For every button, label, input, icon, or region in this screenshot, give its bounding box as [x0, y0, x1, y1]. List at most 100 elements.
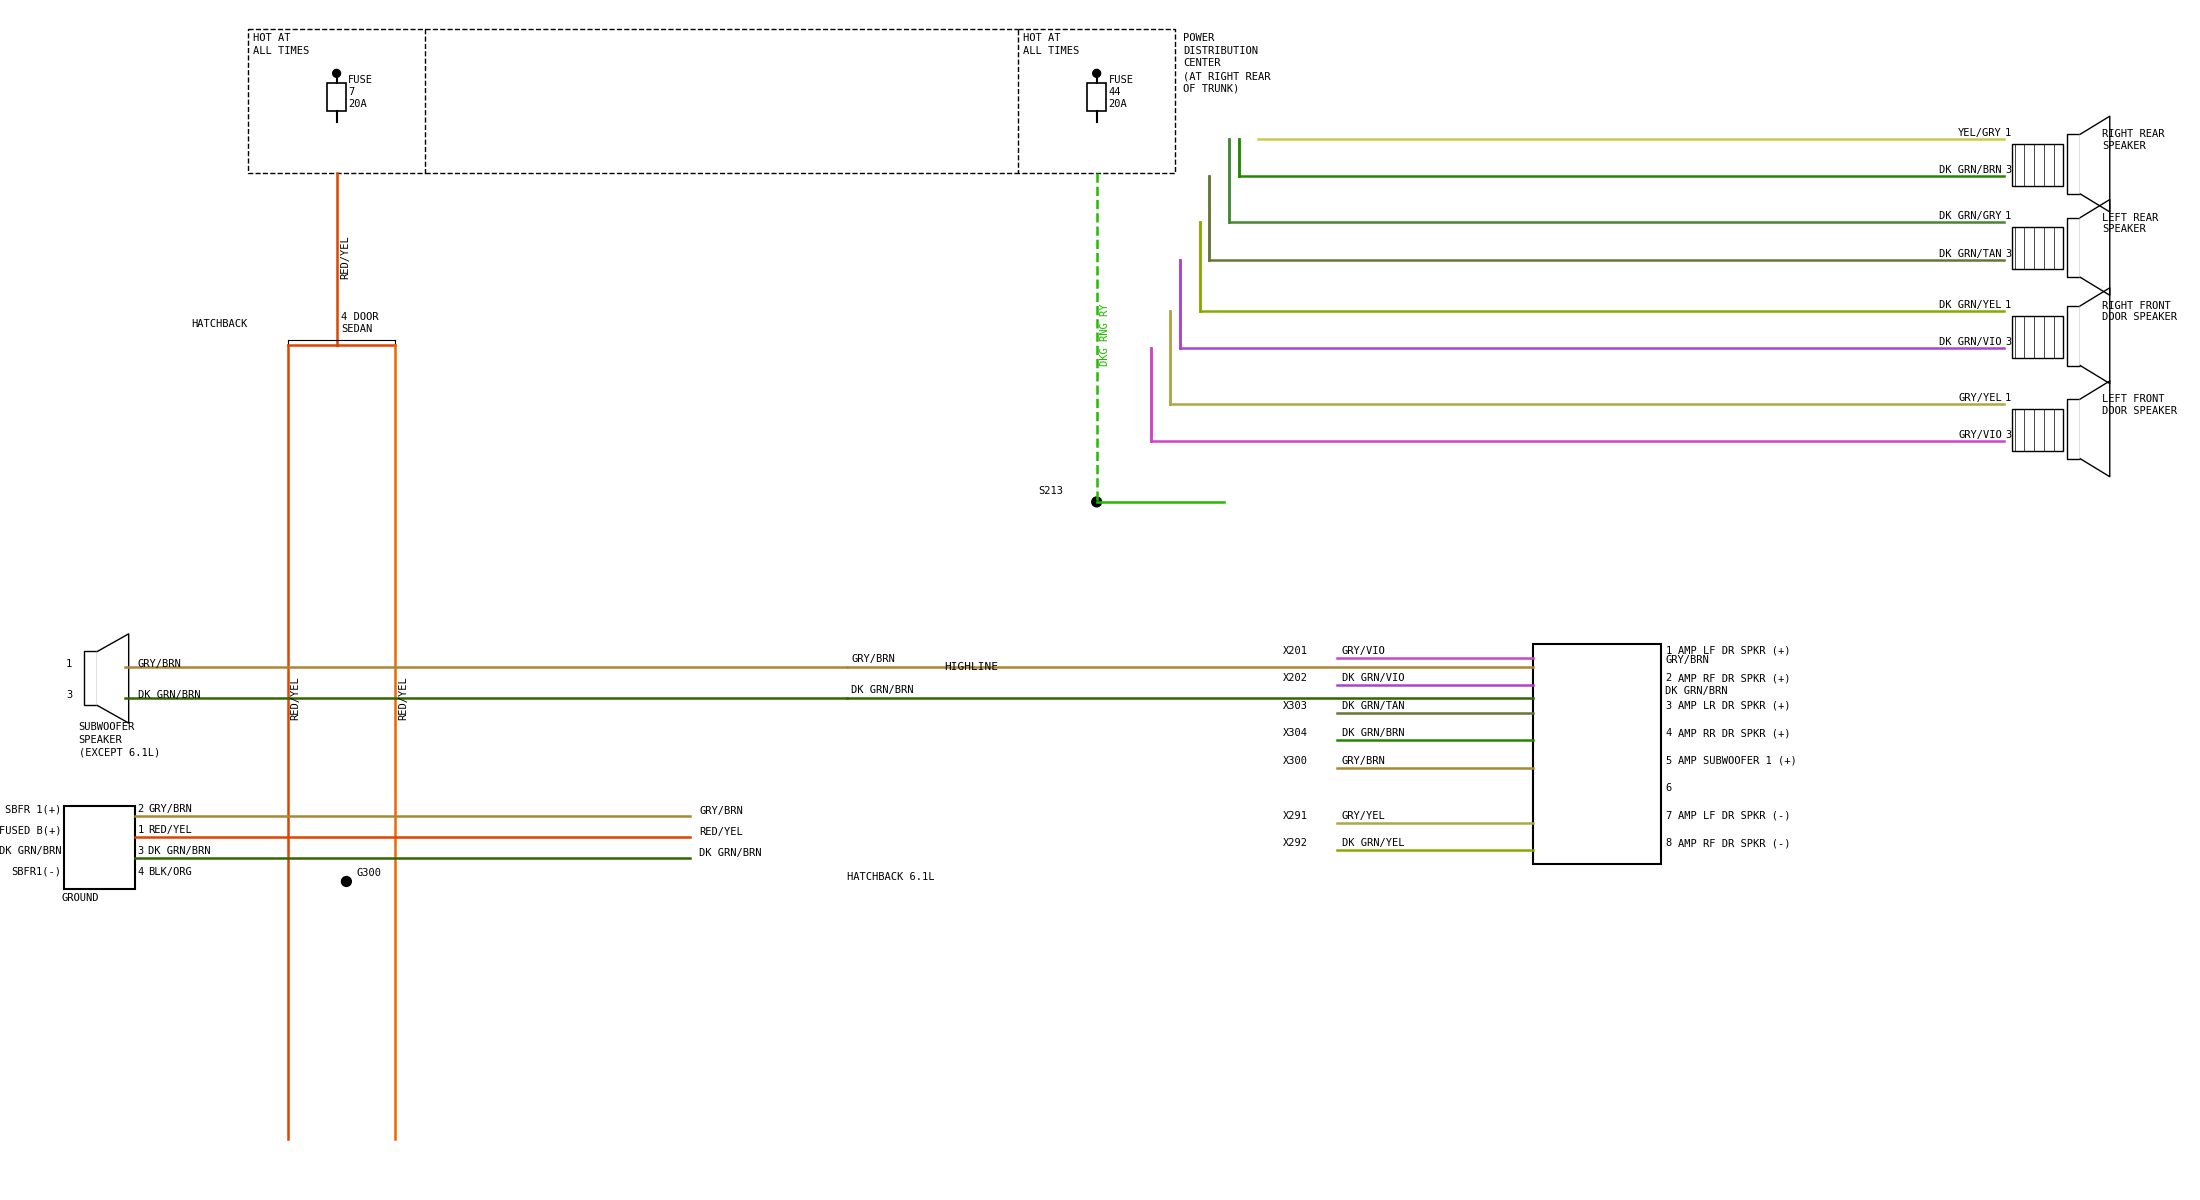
Text: X300: X300 [1283, 756, 1309, 766]
Bar [2011, 227, 2064, 270]
Text: HOT AT: HOT AT [253, 32, 290, 43]
Bar [2011, 144, 2064, 186]
Text: POWER: POWER [1184, 32, 1214, 43]
Text: DK GRN/BRN: DK GRN/BRN [700, 848, 761, 858]
Text: SUBWOOFER: SUBWOOFER [79, 722, 134, 732]
Text: GRY/BRN: GRY/BRN [147, 804, 191, 815]
Bar [2066, 134, 2081, 194]
Text: GRY/BRN: GRY/BRN [700, 806, 744, 816]
Text: 4 DOOR: 4 DOOR [341, 312, 378, 322]
Bar [2011, 316, 2064, 358]
Text: GRY/BRN: GRY/BRN [851, 654, 895, 664]
Text: 1: 1 [2004, 128, 2011, 138]
Text: DK GRN/BRN: DK GRN/BRN [0, 846, 62, 856]
Text: DK GRN/GRY: DK GRN/GRY [1940, 211, 2002, 222]
Text: LEFT REAR
SPEAKER: LEFT REAR SPEAKER [2101, 212, 2158, 234]
Text: 3: 3 [2004, 337, 2011, 347]
Text: BLK/ORG: BLK/ORG [147, 866, 191, 877]
Text: SPEAKER: SPEAKER [79, 734, 123, 745]
Text: RIGHT REAR
SPEAKER: RIGHT REAR SPEAKER [2101, 130, 2165, 151]
Text: AMP LF DR SPKR (-): AMP LF DR SPKR (-) [1679, 811, 1791, 821]
Text: FUSED B(+): FUSED B(+) [0, 826, 62, 835]
Bar [2066, 217, 2081, 277]
Text: AMP RF DR SPKR (+): AMP RF DR SPKR (+) [1679, 673, 1791, 684]
Text: ALL TIMES: ALL TIMES [253, 46, 310, 55]
Text: X291: X291 [1283, 811, 1309, 821]
Text: FUSE: FUSE [1109, 76, 1133, 85]
Text: DK GRN/BRN: DK GRN/BRN [1940, 166, 2002, 175]
Text: GROUND: GROUND [62, 893, 99, 904]
Text: GRY/VIO: GRY/VIO [1958, 430, 2002, 440]
Bar [84, 652, 97, 706]
Bar [1087, 83, 1107, 110]
Polygon shape [2081, 288, 2110, 384]
Text: SBFR 1(+): SBFR 1(+) [4, 804, 62, 815]
Text: GRY/YEL: GRY/YEL [1958, 392, 2002, 403]
Text: RED/YEL: RED/YEL [147, 826, 191, 835]
Text: GRY/BRN: GRY/BRN [1665, 655, 1709, 665]
Text: G300: G300 [356, 868, 381, 877]
Polygon shape [97, 634, 128, 724]
Bar [2011, 409, 2064, 451]
Circle shape [341, 876, 352, 887]
Text: DK GRN/TAN: DK GRN/TAN [1342, 701, 1404, 710]
Text: X304: X304 [1283, 728, 1309, 738]
Text: YEL/GRY: YEL/GRY [1958, 128, 2002, 138]
Text: OF TRUNK): OF TRUNK) [1184, 84, 1239, 94]
Bar [2066, 306, 2081, 366]
Polygon shape [2081, 382, 2110, 476]
Text: 1: 1 [66, 659, 73, 668]
Text: (AT RIGHT REAR: (AT RIGHT REAR [1184, 71, 1269, 82]
Text: 6: 6 [1665, 784, 1672, 793]
Circle shape [332, 70, 341, 77]
Text: 1: 1 [2004, 300, 2011, 310]
Text: 5: 5 [1665, 756, 1672, 766]
Polygon shape [2081, 116, 2110, 212]
Text: SBFR1(-): SBFR1(-) [11, 866, 62, 877]
Text: RIGHT FRONT
DOOR SPEAKER: RIGHT FRONT DOOR SPEAKER [2101, 301, 2178, 323]
Bar [64, 806, 134, 889]
Text: 7: 7 [1665, 811, 1672, 821]
Text: DK GRN/BRN: DK GRN/BRN [147, 846, 211, 856]
Bar [328, 83, 345, 110]
Text: LEFT FRONT
DOOR SPEAKER: LEFT FRONT DOOR SPEAKER [2101, 394, 2178, 415]
Text: RED/YEL: RED/YEL [341, 235, 350, 278]
Text: 1: 1 [139, 826, 143, 835]
Text: 20A: 20A [348, 98, 367, 109]
Circle shape [1093, 70, 1100, 77]
Text: AMP LR DR SPKR (+): AMP LR DR SPKR (+) [1679, 701, 1791, 710]
Text: GRY/YEL: GRY/YEL [1342, 811, 1386, 821]
Text: 3: 3 [2004, 430, 2011, 440]
Text: 3: 3 [139, 846, 143, 856]
Text: DK GRN/TAN: DK GRN/TAN [1940, 248, 2002, 259]
Text: GRY/VIO: GRY/VIO [1342, 646, 1386, 656]
Text: S213: S213 [1038, 486, 1063, 496]
Text: FUSE: FUSE [348, 76, 374, 85]
Text: X292: X292 [1283, 838, 1309, 848]
Text: DK GRN/VIO: DK GRN/VIO [1342, 673, 1404, 684]
Text: RED/YEL: RED/YEL [700, 827, 744, 838]
Text: 1: 1 [2004, 211, 2011, 222]
Text: DK GRN/BRN: DK GRN/BRN [1665, 686, 1727, 696]
Text: 3: 3 [1665, 701, 1672, 710]
Text: 7: 7 [348, 86, 354, 97]
Text: 2: 2 [139, 804, 143, 815]
Text: 3: 3 [2004, 166, 2011, 175]
Text: AMP RF DR SPKR (-): AMP RF DR SPKR (-) [1679, 838, 1791, 848]
Text: RED/YEL: RED/YEL [290, 676, 301, 720]
Polygon shape [2081, 199, 2110, 295]
Text: X202: X202 [1283, 673, 1309, 684]
Text: X201: X201 [1283, 646, 1309, 656]
Text: 8: 8 [1665, 838, 1672, 848]
Text: DK GRN/BRN: DK GRN/BRN [1342, 728, 1404, 738]
Text: DK GRN/YEL: DK GRN/YEL [1940, 300, 2002, 310]
Text: X303: X303 [1283, 701, 1309, 710]
Text: 3: 3 [66, 690, 73, 700]
Text: AMP LF DR SPKR (+): AMP LF DR SPKR (+) [1679, 646, 1791, 656]
Text: 4: 4 [139, 866, 143, 877]
Text: 3: 3 [2004, 248, 2011, 259]
Text: AMP SUBWOOFER 1 (+): AMP SUBWOOFER 1 (+) [1679, 756, 1797, 766]
Text: AMP RR DR SPKR (+): AMP RR DR SPKR (+) [1679, 728, 1791, 738]
Text: 44: 44 [1109, 86, 1122, 97]
Text: HIGHLINE: HIGHLINE [944, 661, 999, 672]
